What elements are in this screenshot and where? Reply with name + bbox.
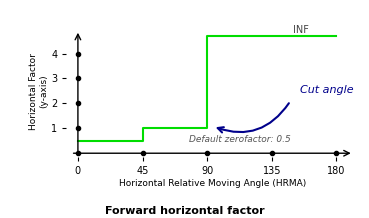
Text: Cut angle: Cut angle xyxy=(300,85,354,95)
X-axis label: Horizontal Relative Moving Angle (HRMA): Horizontal Relative Moving Angle (HRMA) xyxy=(118,179,306,188)
Y-axis label: Horizontal Factor
(y-axis): Horizontal Factor (y-axis) xyxy=(29,53,48,130)
Text: Default zerofactor: 0.5: Default zerofactor: 0.5 xyxy=(189,135,290,144)
Text: INF: INF xyxy=(293,25,308,35)
Text: Forward horizontal factor: Forward horizontal factor xyxy=(105,206,264,216)
